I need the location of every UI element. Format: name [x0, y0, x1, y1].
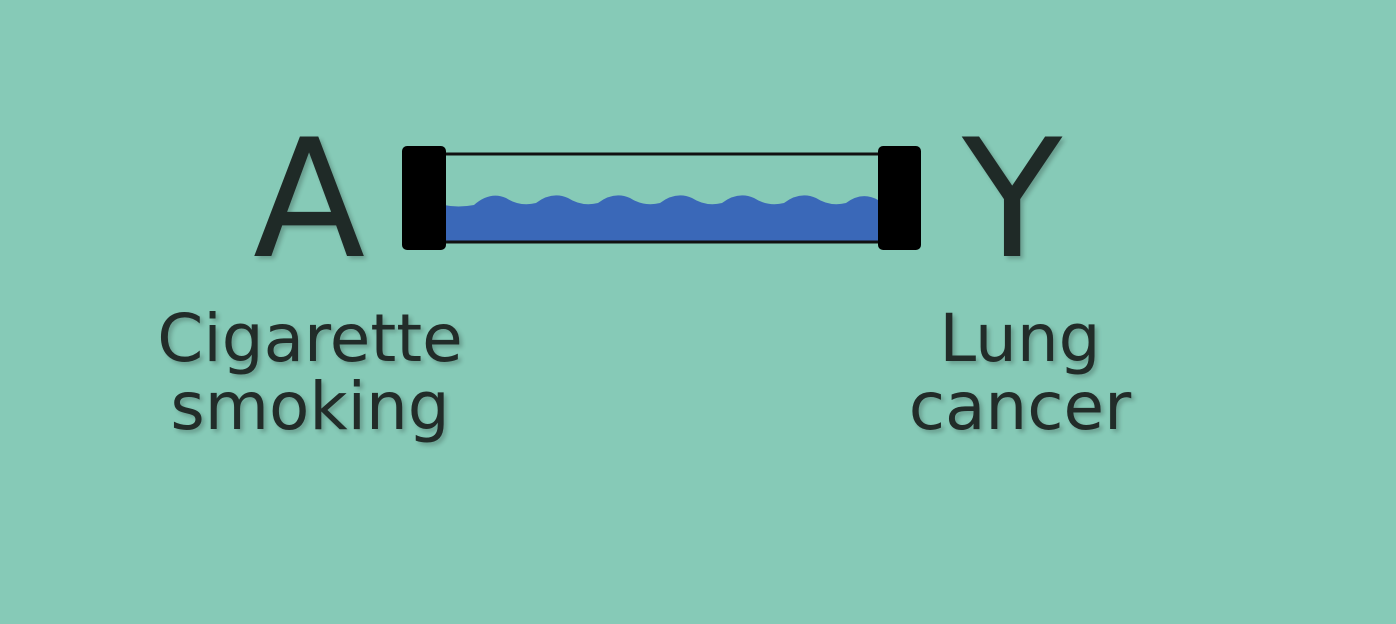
exposure-letter: A: [253, 104, 366, 295]
pipe-water: [444, 195, 882, 242]
pipe-right-cap: [878, 146, 921, 250]
exposure-caption-line-1: Cigarette: [157, 300, 463, 377]
outcome-letter: Y: [962, 104, 1063, 295]
pipe-left-cap: [402, 146, 446, 250]
outcome-caption: Lung cancer: [830, 305, 1210, 441]
water-filled-pipe-icon: [402, 146, 921, 250]
outcome-caption-line-1: Lung: [939, 300, 1101, 377]
outcome-caption-line-2: cancer: [908, 368, 1132, 445]
exposure-caption: Cigarette smoking: [110, 305, 510, 441]
exposure-caption-line-2: smoking: [170, 368, 450, 445]
